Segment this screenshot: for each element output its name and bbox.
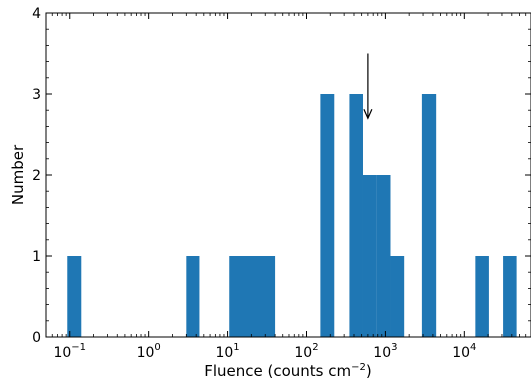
bar-5	[349, 94, 363, 337]
x-tick-labels: 10−1 100 101 102 103 104	[53, 342, 476, 361]
x-tick-label: 10−1	[53, 342, 86, 361]
bar-11	[503, 256, 517, 337]
y-tick-label: 1	[32, 249, 41, 265]
histogram-bars	[67, 94, 517, 337]
bar-2	[186, 256, 200, 337]
x-tick-label: 100	[137, 342, 161, 361]
bar-8	[390, 256, 405, 337]
arrow-head	[363, 109, 373, 120]
major-ticks	[46, 12, 531, 338]
bar-1	[67, 256, 82, 337]
x-tick-label: 103	[373, 342, 397, 361]
minor-ticks	[45, 12, 531, 338]
y-tick-labels: 0 1 2 3 4	[32, 6, 41, 346]
x-axis-label: Fluence (counts cm−2)	[204, 362, 372, 380]
bar-4	[320, 94, 335, 337]
y-tick-label: 3	[32, 87, 41, 103]
y-tick-label: 2	[32, 168, 41, 184]
annotation-arrow	[363, 53, 373, 120]
bar-7	[376, 175, 391, 337]
plot-frame	[45, 12, 531, 338]
y-axis-label: Number	[9, 144, 27, 205]
bar-9	[421, 94, 437, 337]
bar-10	[475, 256, 489, 337]
y-tick-label: 4	[32, 6, 41, 22]
y-tick-label: 0	[32, 330, 41, 346]
bar-3	[229, 256, 276, 337]
bar-6	[362, 175, 377, 337]
x-tick-label: 104	[452, 342, 476, 361]
x-tick-label: 101	[215, 342, 239, 361]
x-tick-label: 102	[294, 342, 318, 361]
